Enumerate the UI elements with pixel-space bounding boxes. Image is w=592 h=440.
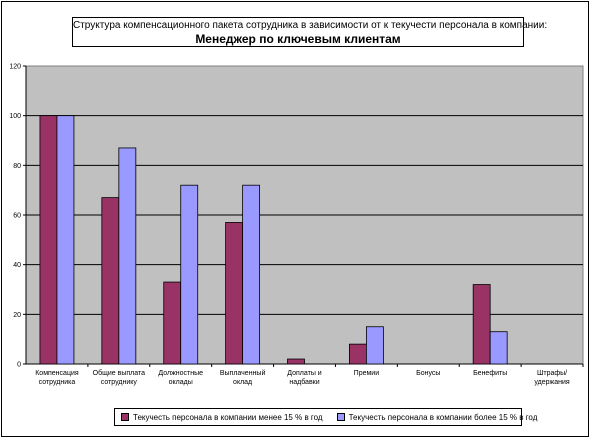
- x-tick-label: Должностные: [158, 370, 203, 377]
- x-tick-label: Бенефиты: [473, 370, 507, 377]
- x-tick-label: Компенсация: [35, 370, 79, 377]
- bar-series1: [163, 281, 182, 365]
- x-tick-label: надбавки: [289, 378, 319, 386]
- bar-series2: [118, 147, 137, 365]
- y-tick-label: 80: [13, 163, 21, 170]
- bar-series2: [180, 184, 199, 365]
- bar-series2: [242, 184, 261, 365]
- y-tick-label: 40: [13, 262, 21, 269]
- bar-series2: [56, 115, 75, 365]
- chart-title-line2: Менеджер по ключевым клиентам: [195, 32, 401, 46]
- y-tick-label: 0: [17, 362, 21, 369]
- legend-item-series2: Текучесть персонала в компании более 15 …: [336, 412, 538, 422]
- x-tick-label: сотрудника: [39, 379, 76, 386]
- x-tick-label: Общие выплата: [93, 369, 145, 377]
- legend-swatch-series2: [336, 413, 345, 421]
- y-tick-label: 120: [9, 64, 21, 71]
- bar-series1: [472, 284, 491, 365]
- y-tick-label: 60: [13, 213, 21, 220]
- x-tick-label: удержания: [534, 379, 569, 386]
- bar-series1: [225, 222, 244, 365]
- chart-legend: Текучесть персонала в компании менее 15 …: [114, 408, 537, 426]
- bar-series1: [348, 343, 367, 365]
- x-tick-label: Штрафы/: [537, 370, 567, 377]
- bar-series2: [365, 326, 384, 365]
- legend-label-series1: Текучесть персонала в компании менее 15 …: [133, 412, 323, 422]
- legend-label-series2: Текучесть персонала в компании более 15 …: [348, 412, 538, 422]
- chart-title-line1: Структура компенсационного пакета сотруд…: [73, 20, 548, 31]
- y-tick-label: 100: [9, 113, 21, 120]
- bar-series2: [489, 331, 508, 365]
- bar-series1: [39, 115, 58, 365]
- x-tick-label: Доплаты и: [287, 370, 322, 377]
- legend-swatch-series1: [121, 413, 129, 421]
- legend-item-series1: Текучесть персонала в компании менее 15 …: [121, 413, 323, 422]
- x-tick-label: Премии: [354, 370, 380, 377]
- x-tick-label: сотруднику: [101, 379, 138, 386]
- x-tick-label: Бонусы: [416, 370, 440, 377]
- x-tick-label: оклады: [169, 379, 193, 386]
- bar-series1: [101, 197, 120, 365]
- y-tick-label: 20: [13, 312, 21, 319]
- chart-title: Структура компенсационного пакета сотруд…: [72, 17, 548, 47]
- x-tick-label: Выплаченный: [220, 369, 266, 377]
- bar-series1: [287, 358, 305, 365]
- x-tick-label: оклад: [233, 379, 252, 386]
